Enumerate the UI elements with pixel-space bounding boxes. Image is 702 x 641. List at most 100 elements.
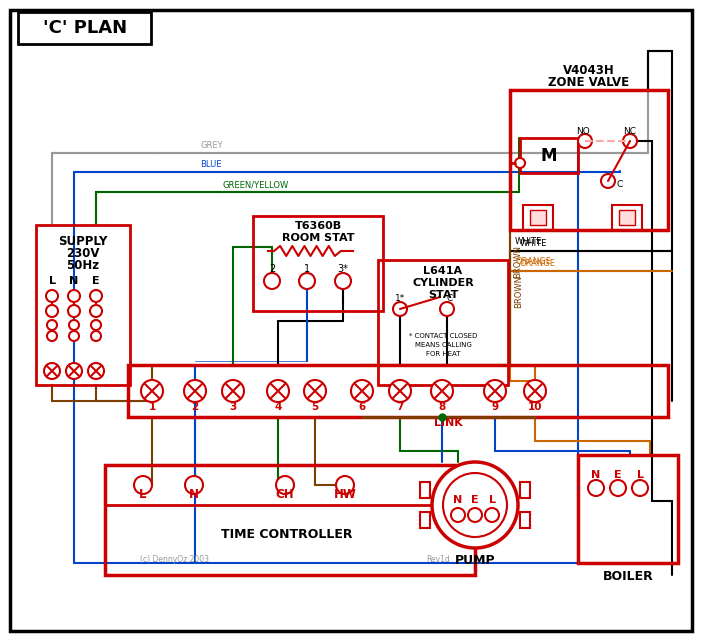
Circle shape bbox=[468, 508, 482, 522]
Text: CYLINDER: CYLINDER bbox=[412, 278, 474, 288]
Text: BROWN: BROWN bbox=[514, 274, 523, 308]
Text: 2: 2 bbox=[269, 264, 275, 274]
Circle shape bbox=[69, 320, 79, 330]
Circle shape bbox=[632, 480, 648, 496]
Text: N: N bbox=[189, 488, 199, 501]
Text: 230V: 230V bbox=[66, 247, 100, 260]
Circle shape bbox=[46, 305, 58, 317]
Circle shape bbox=[66, 363, 82, 379]
Text: 6: 6 bbox=[359, 402, 366, 412]
Circle shape bbox=[47, 331, 57, 341]
Circle shape bbox=[485, 508, 499, 522]
Text: N: N bbox=[453, 495, 463, 505]
Text: E: E bbox=[614, 470, 622, 480]
Circle shape bbox=[601, 174, 615, 188]
Circle shape bbox=[304, 380, 326, 402]
Circle shape bbox=[68, 305, 80, 317]
Text: LINK: LINK bbox=[434, 418, 463, 428]
Bar bbox=[36, 225, 130, 385]
Circle shape bbox=[185, 476, 203, 494]
Text: C: C bbox=[617, 179, 623, 188]
Bar bbox=[520, 482, 530, 498]
Text: 1: 1 bbox=[148, 402, 156, 412]
Text: BROWN: BROWN bbox=[513, 244, 522, 278]
Circle shape bbox=[44, 363, 60, 379]
Circle shape bbox=[134, 476, 152, 494]
Text: Rev1d: Rev1d bbox=[426, 556, 450, 565]
Bar bbox=[378, 260, 508, 385]
Text: MEANS CALLING: MEANS CALLING bbox=[415, 342, 472, 348]
Circle shape bbox=[440, 302, 454, 316]
Text: L: L bbox=[48, 276, 55, 286]
Bar bbox=[128, 365, 668, 417]
Circle shape bbox=[299, 273, 315, 289]
Circle shape bbox=[578, 134, 592, 148]
Text: L641A: L641A bbox=[423, 266, 463, 276]
Text: WHITE: WHITE bbox=[520, 239, 548, 248]
Text: 1: 1 bbox=[304, 264, 310, 274]
Text: NO: NO bbox=[576, 126, 590, 135]
Text: ORANGE: ORANGE bbox=[520, 259, 556, 268]
Text: L: L bbox=[637, 470, 644, 480]
Text: M: M bbox=[541, 147, 557, 165]
Bar bbox=[612, 205, 642, 230]
Bar bbox=[578, 455, 678, 563]
Circle shape bbox=[336, 476, 354, 494]
Bar bbox=[420, 482, 430, 498]
Text: WHITE: WHITE bbox=[515, 237, 543, 246]
Text: 9: 9 bbox=[491, 402, 498, 412]
Bar bbox=[530, 210, 546, 225]
Text: 8: 8 bbox=[438, 402, 446, 412]
Text: 10: 10 bbox=[528, 402, 542, 412]
Circle shape bbox=[264, 273, 280, 289]
Text: GREY: GREY bbox=[200, 141, 223, 150]
Circle shape bbox=[393, 302, 407, 316]
Circle shape bbox=[432, 462, 518, 548]
Text: N: N bbox=[591, 470, 601, 480]
Text: NC: NC bbox=[623, 126, 637, 135]
Text: HW: HW bbox=[333, 488, 357, 501]
Circle shape bbox=[68, 290, 80, 302]
Text: STAT: STAT bbox=[428, 290, 458, 300]
Bar bbox=[523, 205, 553, 230]
Text: ZONE VALVE: ZONE VALVE bbox=[548, 76, 630, 88]
Circle shape bbox=[267, 380, 289, 402]
Text: * CONTACT CLOSED: * CONTACT CLOSED bbox=[409, 333, 477, 339]
Bar bbox=[105, 465, 475, 575]
Circle shape bbox=[389, 380, 411, 402]
Text: ORANGE: ORANGE bbox=[515, 257, 551, 266]
Circle shape bbox=[610, 480, 626, 496]
Circle shape bbox=[351, 380, 373, 402]
Circle shape bbox=[588, 480, 604, 496]
Text: 1*: 1* bbox=[395, 294, 405, 303]
Text: T6360B: T6360B bbox=[294, 221, 342, 231]
Bar bbox=[18, 12, 151, 44]
Circle shape bbox=[335, 273, 351, 289]
Text: 7: 7 bbox=[397, 402, 404, 412]
Bar bbox=[105, 465, 475, 505]
Text: V4043H: V4043H bbox=[563, 63, 615, 76]
Bar bbox=[520, 512, 530, 528]
Circle shape bbox=[141, 380, 163, 402]
Bar bbox=[510, 90, 668, 230]
Circle shape bbox=[431, 380, 453, 402]
Text: N: N bbox=[69, 276, 79, 286]
Text: GREEN/YELLOW: GREEN/YELLOW bbox=[222, 180, 289, 189]
Circle shape bbox=[623, 134, 637, 148]
Circle shape bbox=[222, 380, 244, 402]
Text: SUPPLY: SUPPLY bbox=[58, 235, 107, 247]
Text: E: E bbox=[471, 495, 479, 505]
Text: 'C' PLAN: 'C' PLAN bbox=[43, 19, 127, 37]
Bar bbox=[619, 210, 635, 225]
Circle shape bbox=[90, 305, 102, 317]
Text: 2: 2 bbox=[192, 402, 199, 412]
Text: 5: 5 bbox=[312, 402, 319, 412]
Circle shape bbox=[91, 320, 101, 330]
Circle shape bbox=[524, 380, 546, 402]
Circle shape bbox=[515, 158, 525, 168]
Circle shape bbox=[90, 290, 102, 302]
Text: TIME CONTROLLER: TIME CONTROLLER bbox=[221, 528, 352, 542]
Text: 4: 4 bbox=[274, 402, 282, 412]
Text: C: C bbox=[447, 294, 453, 303]
Circle shape bbox=[184, 380, 206, 402]
